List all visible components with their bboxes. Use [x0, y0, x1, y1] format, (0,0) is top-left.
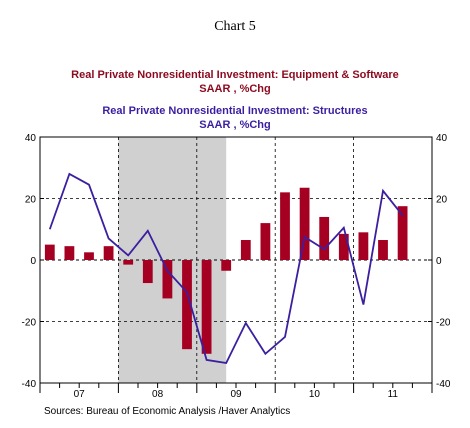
bar-equipment-software [201, 260, 212, 354]
bar-equipment-software [299, 187, 310, 260]
x-tick-label: 11 [388, 389, 399, 400]
plot-frame [39, 136, 433, 384]
y-tick-label-right: 0 [436, 256, 442, 267]
series2-title: Real Private Nonresidential Investment: … [102, 105, 367, 117]
bar-equipment-software [84, 252, 94, 260]
series1-units: SAAR , %Chg [199, 83, 271, 95]
y-tick-label-left: -40 [22, 379, 37, 390]
y-tick-label-left: -20 [22, 318, 37, 329]
bar-equipment-software [319, 216, 330, 260]
y-tick-label-right: -20 [436, 318, 451, 329]
y-tick-label-left: 0 [30, 256, 36, 267]
y-tick-label-right: 40 [436, 133, 448, 144]
line-structures [48, 172, 404, 365]
bar-equipment-software [142, 260, 153, 284]
bar-equipment-software [44, 244, 55, 260]
y-tick-label-left: 40 [25, 133, 37, 144]
bar-equipment-software [338, 233, 349, 260]
bar-equipment-software [240, 240, 251, 260]
bar-equipment-software [123, 260, 134, 265]
bar-equipment-software [378, 240, 388, 260]
chart-number: Chart 5 [214, 19, 256, 34]
y-tick-label-right: -40 [436, 379, 451, 390]
series1-title: Real Private Nonresidential Investment: … [71, 69, 399, 81]
y-tick-label-right: 20 [436, 195, 448, 206]
source-note: Sources: Bureau of Economic Analysis /Ha… [44, 406, 290, 417]
x-tick-label: 07 [74, 389, 86, 400]
bar-equipment-software [64, 246, 75, 260]
bar-equipment-software [280, 192, 290, 260]
bar-equipment-software [260, 223, 271, 260]
x-tick-label: 09 [230, 389, 242, 400]
bar-equipment-software [182, 260, 192, 350]
plot-area: -40 -40 -20 -20 0 0 20 20 40 40 07 08 09 10 11 [22, 133, 451, 400]
x-tick-label: 10 [309, 389, 321, 400]
x-tick-label: 08 [152, 389, 164, 400]
bar-equipment-software [397, 206, 408, 260]
series2-units: SAAR , %Chg [199, 119, 271, 131]
y-tick-label-left: 20 [25, 195, 37, 206]
bar-equipment-software [103, 246, 114, 260]
bar-equipment-software [358, 232, 369, 260]
bar-equipment-software [221, 260, 232, 271]
bar-equipment-software [162, 260, 173, 299]
